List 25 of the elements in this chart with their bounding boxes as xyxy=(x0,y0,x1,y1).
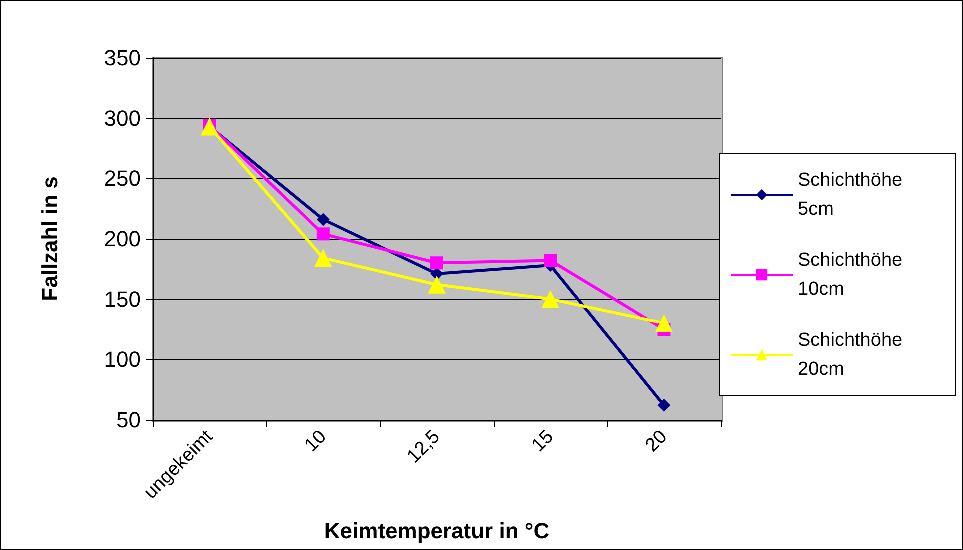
point xyxy=(314,249,332,268)
y-axis-title: Fallzahl in s xyxy=(38,176,62,302)
legend-label: Schichthöhe 10cm xyxy=(798,250,908,300)
x-tick-label: 10 xyxy=(301,426,331,456)
point xyxy=(200,118,219,136)
y-tick-label: 250 xyxy=(104,166,141,192)
point xyxy=(430,256,444,270)
y-tick-label: 300 xyxy=(104,106,141,131)
legend-label: Schichthöhe 20cm xyxy=(798,330,908,380)
point xyxy=(544,254,558,268)
y-tick-label: 200 xyxy=(104,226,141,252)
point xyxy=(428,276,446,294)
point xyxy=(542,290,560,308)
y-tick-label: 150 xyxy=(104,286,141,312)
y-tick-label: 350 xyxy=(104,46,141,70)
point xyxy=(316,228,330,241)
point xyxy=(316,213,330,226)
y-tick-label: 100 xyxy=(104,347,141,372)
x-tick-label: 15 xyxy=(528,426,558,456)
legend-label: Schichthöhe 5cm xyxy=(798,170,908,220)
x-axis-title: Keimtemperatur in °C xyxy=(324,518,550,544)
point xyxy=(655,314,674,332)
point xyxy=(658,399,671,412)
y-tick-label: 50 xyxy=(116,408,141,432)
x-tick-label: 20 xyxy=(642,426,672,456)
